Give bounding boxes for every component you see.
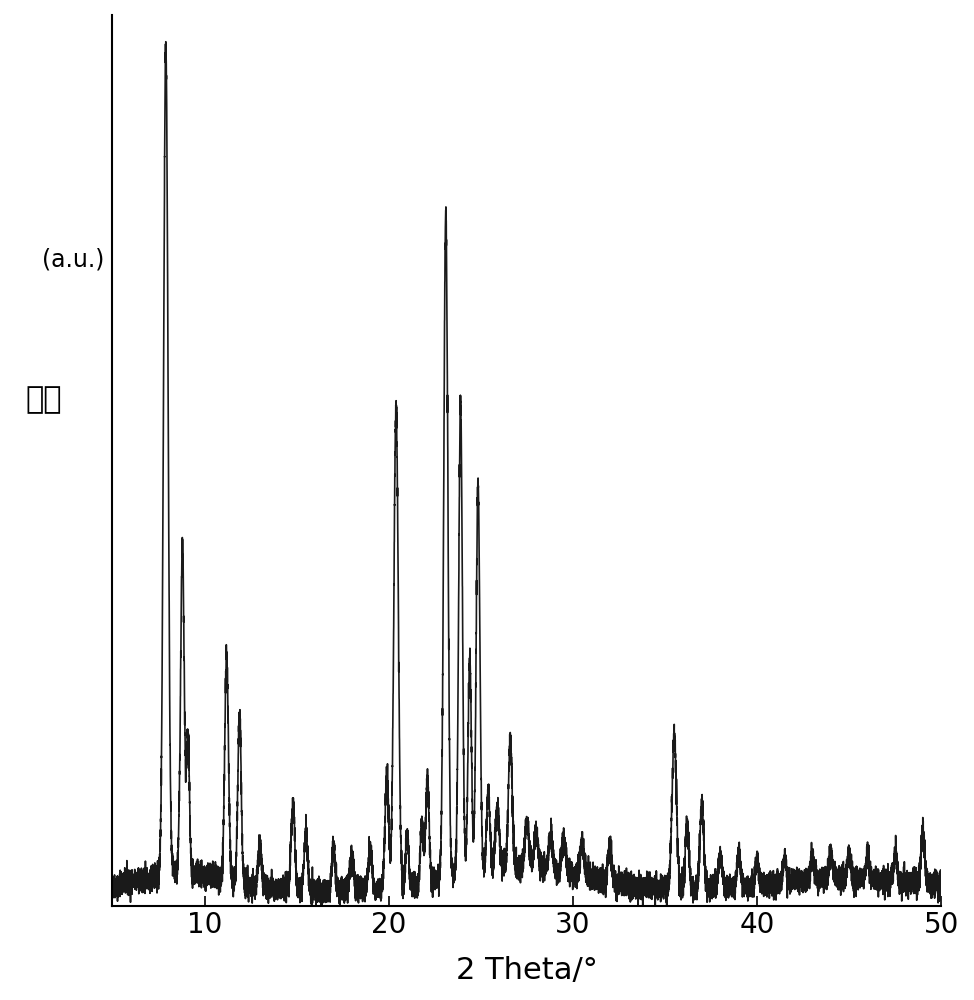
Text: 强度: 强度 — [25, 385, 62, 414]
Text: (a.u.): (a.u.) — [42, 248, 104, 272]
X-axis label: 2 Theta/°: 2 Theta/° — [456, 956, 598, 985]
